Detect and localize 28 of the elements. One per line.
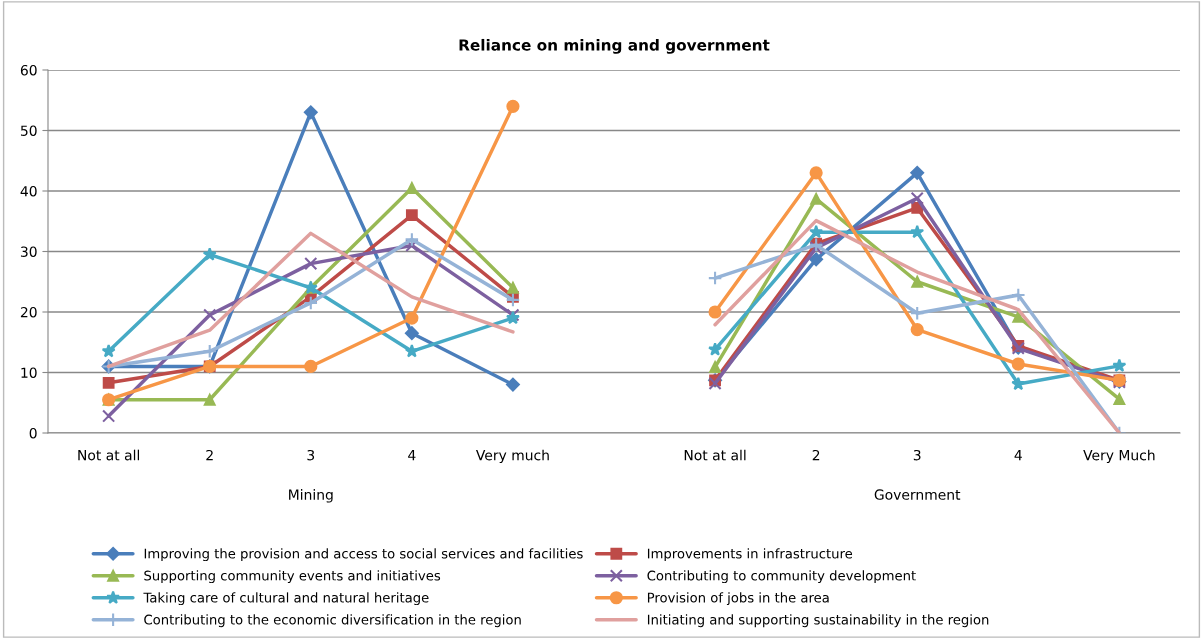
x-tick-label: 3 [913,449,921,461]
legend-label: Taking care of cultural and natural heritage [143,592,429,606]
legend-label: Improving the provision and access to social services and facilities [144,548,583,562]
x-tick-label: Not at all [78,449,140,461]
legend-label: Improvements in infrastructure [647,548,853,562]
x-tick-label: 4 [408,450,416,461]
x-tick-label: Very much [475,449,549,464]
x-tick-label: Not at all [684,449,746,461]
y-tick-label: 50 [20,125,37,136]
x-tick-label: 3 [307,449,315,461]
chart-title: Reliance on mining and government [459,38,770,54]
x-tick-label: 4 [1014,450,1022,461]
x-tick-label: 2 [206,449,213,461]
y-tick-label: 30 [20,246,37,257]
legend-label: Contributing to the economic diversification in the region [144,614,521,628]
y-tick-label: 0 [29,427,37,439]
x-tick-label: Very Much [1083,449,1155,464]
legend-label: Initiating and supporting sustainability in the region [647,614,989,628]
text: Mining [289,489,333,503]
y-tick-label: 20 [20,306,37,318]
y-tick-label: 10 [21,367,37,378]
text: Government [874,489,961,500]
y-tick-label: 40 [20,185,37,197]
legend-label: Provision of jobs in the area [647,592,829,606]
legend-label: Contributing to community development [647,570,916,584]
x-tick-label: 2 [812,449,820,461]
y-tick-label: 60 [20,64,37,76]
legend-label: Supporting community events and initiatives [144,570,441,584]
